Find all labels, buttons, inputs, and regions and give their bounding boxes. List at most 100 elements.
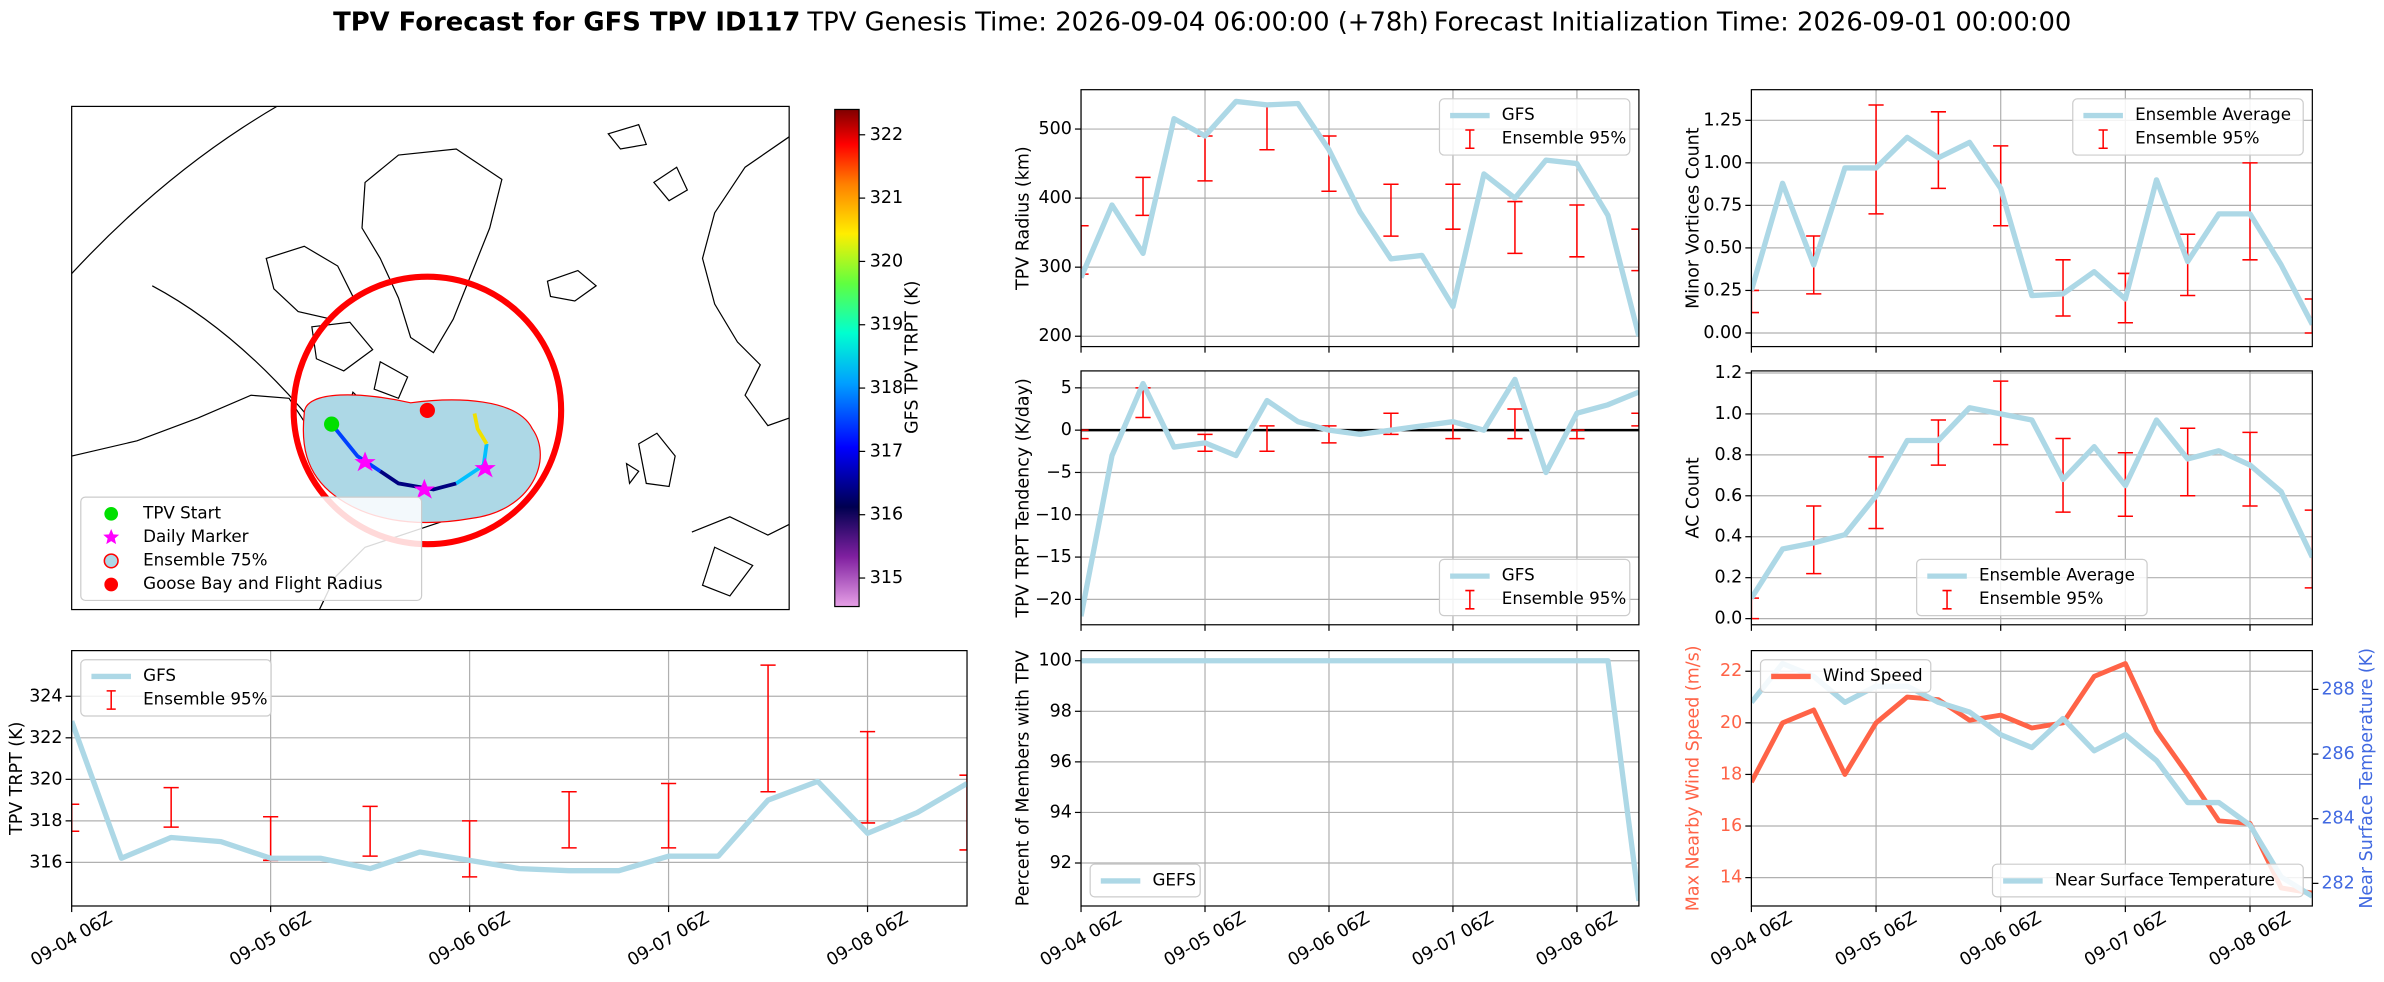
error-bar	[1569, 204, 1585, 258]
x-tick-label: 09-07 06Z	[1409, 908, 1497, 971]
y-tick-label: 316	[29, 852, 62, 872]
title: TPV Forecast for GFS TPV ID117	[333, 7, 800, 37]
coastline	[361, 148, 503, 354]
error-bar	[462, 820, 478, 878]
coastline	[701, 136, 790, 427]
y2-tick-label: 288	[2321, 679, 2354, 699]
y-axis-label: TPV Radius (km)	[1013, 146, 1033, 291]
colorbar	[834, 108, 860, 608]
legend-swatch	[104, 506, 119, 521]
error-bar	[1383, 183, 1399, 237]
x-tick-label: 09-05 06Z	[1161, 908, 1249, 971]
axes-frame	[1750, 370, 2313, 626]
y-tick-label: 318	[29, 811, 62, 831]
ensemble-area	[302, 394, 541, 524]
colorbar-tick-label: 316	[870, 505, 903, 525]
error-bar	[1507, 200, 1523, 255]
plot-area	[1751, 660, 2313, 899]
coastline	[607, 123, 689, 202]
axes-frame	[1750, 650, 2313, 907]
y-tick-label: 0.75	[1703, 195, 1742, 215]
plot-area	[71, 664, 968, 878]
legend-label: GFS	[143, 665, 176, 685]
legend-label: Ensemble 95%	[143, 689, 267, 709]
track	[330, 422, 382, 473]
y-tick-label: 16	[1720, 816, 1742, 836]
projection-boundary	[71, 106, 278, 275]
error-bar	[2242, 431, 2258, 507]
legend-label: Ensemble Average	[2135, 104, 2291, 124]
y2-axis-label: Near Surface Temperature (K)	[2357, 648, 2377, 909]
legend-swatch	[1465, 129, 1475, 149]
y-tick-label: 18	[1720, 764, 1742, 784]
error-bar	[1507, 408, 1523, 440]
y-tick-label: 94	[1050, 802, 1072, 822]
x-tick-label: 09-04 06Z	[27, 908, 115, 971]
axes-frame	[1080, 370, 1640, 626]
error-bar	[1569, 429, 1585, 440]
map-frame	[71, 105, 790, 611]
legend-swatch	[103, 553, 119, 569]
y-tick-label: 324	[29, 686, 62, 706]
error-bar	[2180, 427, 2196, 497]
error-bar	[1806, 505, 1822, 575]
y-tick-label: 96	[1050, 752, 1072, 772]
y-tick-label: 1.2	[1715, 363, 1743, 383]
y-tick-label: 0.2	[1715, 568, 1743, 588]
legend-swatch	[1465, 589, 1475, 610]
daily-marker	[474, 457, 496, 478]
error-bar	[2304, 298, 2313, 334]
x-tick-label: 09-08 06Z	[2206, 908, 2294, 971]
error-bar	[71, 803, 80, 833]
error-bar	[362, 805, 378, 857]
y-tick-label: 500	[1039, 119, 1072, 139]
series-line	[1751, 134, 2313, 326]
x-tick-label: 09-05 06Z	[226, 908, 314, 971]
series-line	[1751, 661, 2313, 896]
series-line	[71, 720, 968, 874]
legend-label: Ensemble 95%	[1979, 588, 2103, 608]
error-bar	[1631, 412, 1639, 427]
colorbar-tick-label: 318	[870, 378, 903, 398]
axes-frame	[1080, 650, 1640, 907]
legend-box	[1089, 863, 1201, 898]
y-tick-label: 98	[1050, 701, 1072, 721]
error-bar	[1081, 429, 1089, 440]
legend-box	[80, 496, 423, 602]
y-tick-label: 400	[1039, 188, 1072, 208]
legend-label: Near Surface Temperature	[2055, 869, 2275, 889]
series-line	[1081, 376, 1639, 617]
y-axis-label: TPV TRPT (K)	[7, 722, 27, 836]
error-bar	[859, 730, 876, 824]
error-bar	[561, 791, 577, 849]
colorbar-tick-label: 322	[870, 125, 903, 145]
error-bar	[1197, 135, 1213, 182]
legend-box	[1991, 863, 2304, 898]
error-bar	[1930, 111, 1946, 190]
y-tick-label: 0.25	[1703, 280, 1742, 300]
tpv-start	[324, 416, 340, 432]
error-bar	[2180, 233, 2196, 297]
series-line	[1081, 98, 1639, 337]
colorbar-tick-label: 315	[870, 568, 903, 588]
y-tick-label: −10	[1035, 505, 1072, 525]
legend-box	[1916, 558, 2148, 617]
x-tick-label: 09-06 06Z	[425, 908, 513, 971]
coastline	[691, 516, 790, 597]
coastline	[265, 245, 409, 400]
goose-bay	[419, 402, 435, 419]
legend-swatch	[1942, 589, 1952, 610]
y-tick-label: 1.25	[1703, 110, 1742, 130]
series-line	[1081, 658, 1639, 902]
daily-marker	[413, 478, 435, 499]
y-tick-label: 300	[1039, 257, 1072, 277]
x-tick-label: 09-06 06Z	[1957, 908, 2045, 971]
y2-tick-label: 286	[2321, 744, 2354, 764]
error-bar	[660, 782, 677, 849]
legend-swatch	[106, 690, 116, 710]
legend-box	[1759, 659, 1932, 694]
y2-tick-label: 282	[2321, 873, 2354, 893]
x-tick-label: 09-04 06Z	[1707, 908, 1795, 971]
legend-swatch	[103, 529, 120, 545]
